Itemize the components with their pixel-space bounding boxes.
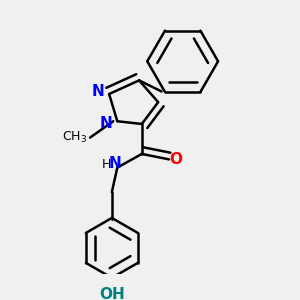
Text: H: H <box>102 158 111 171</box>
Text: N: N <box>92 84 105 99</box>
Text: OH: OH <box>99 287 125 300</box>
Text: O: O <box>169 152 182 167</box>
Text: N: N <box>108 156 121 171</box>
Text: CH$_3$: CH$_3$ <box>62 130 87 145</box>
Text: N: N <box>100 116 113 131</box>
